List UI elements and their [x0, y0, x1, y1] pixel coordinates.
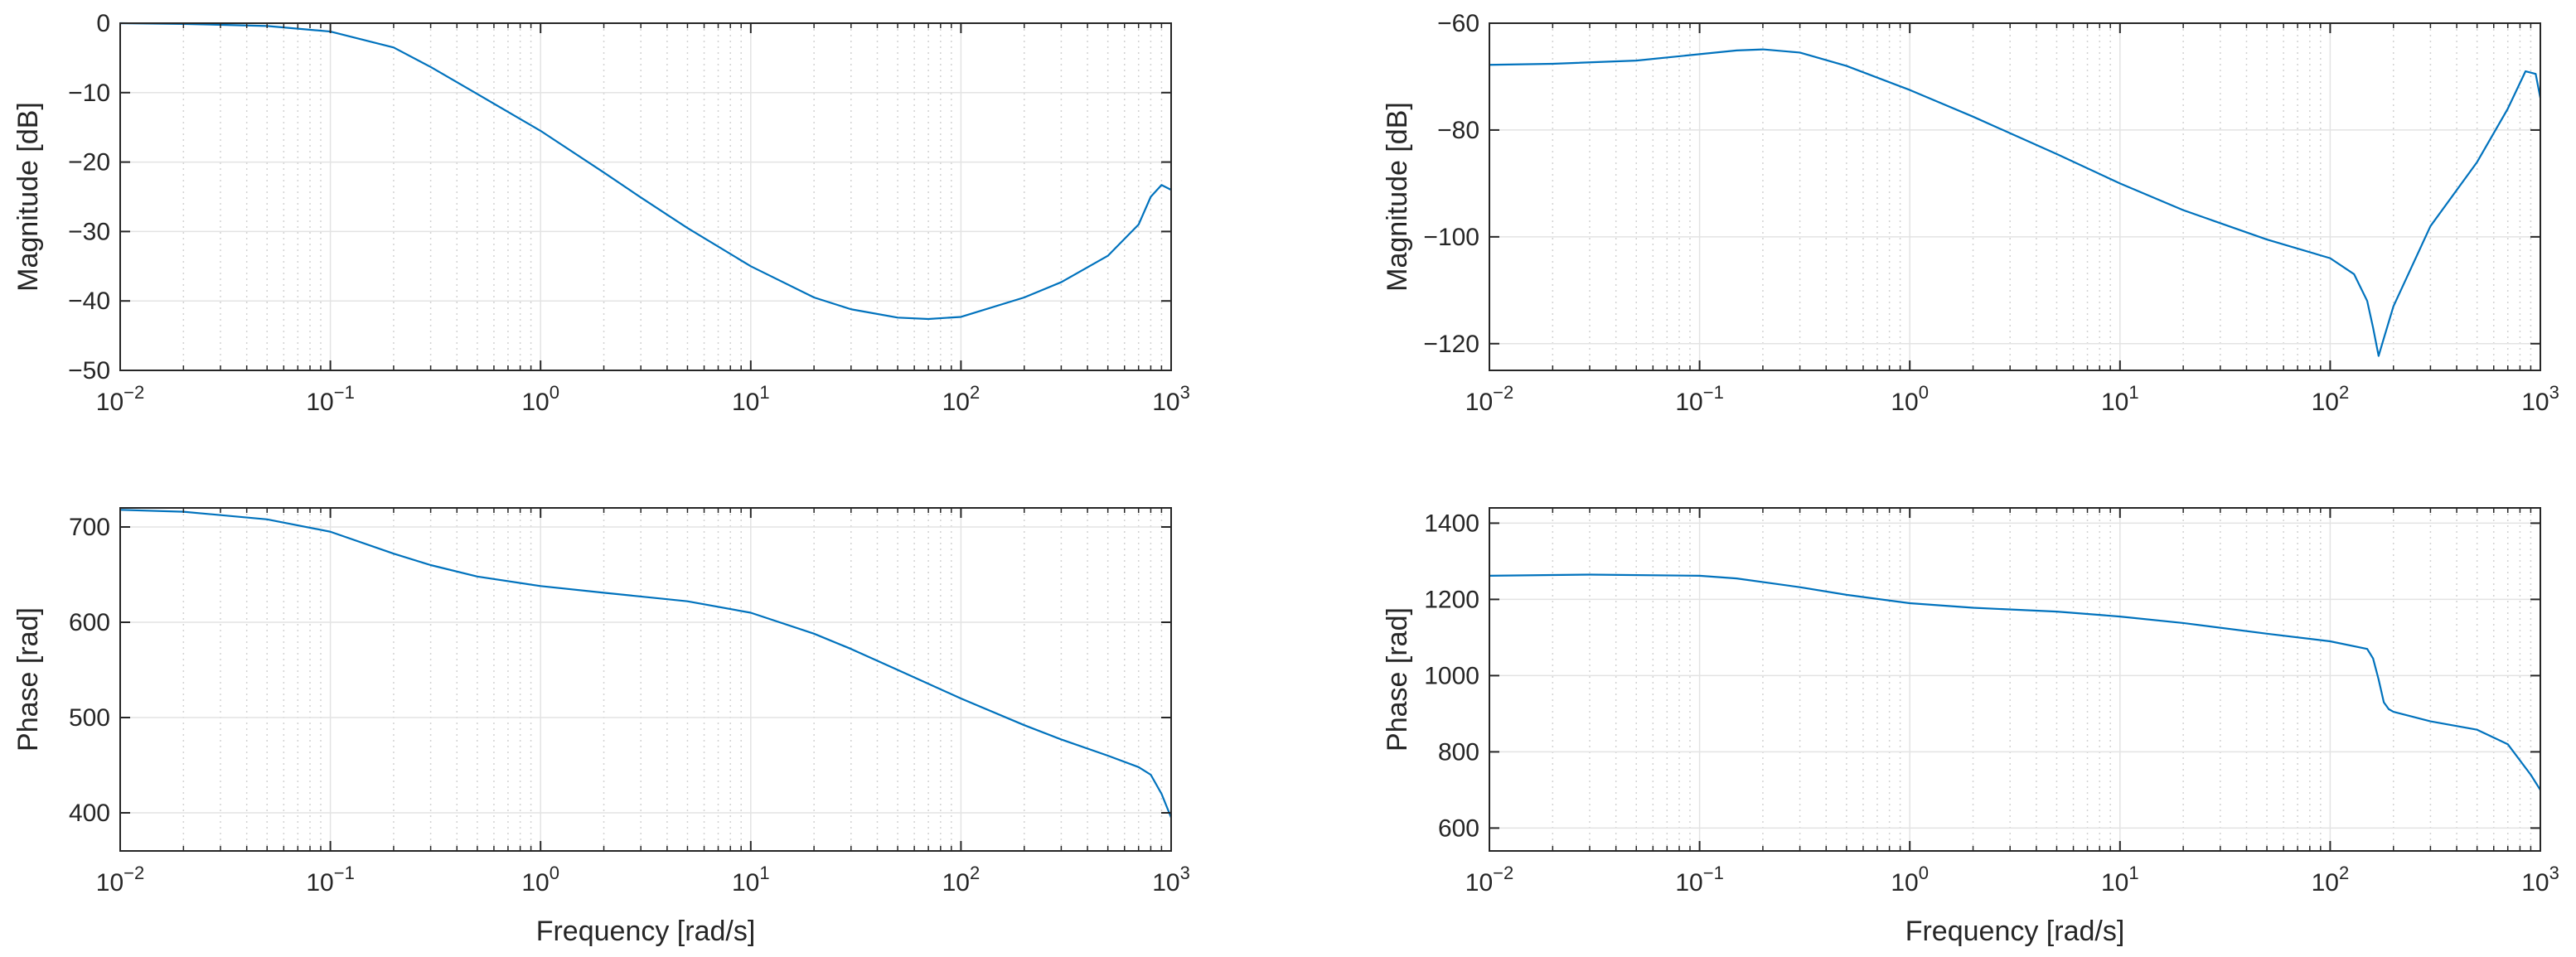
y-axis-label: Magnitude [dB]	[12, 102, 44, 292]
x-tick-label: 103	[1152, 863, 1190, 897]
x-tick-label: 10−2	[1465, 863, 1513, 897]
y-tick-label: −40	[68, 288, 110, 315]
x-tick-label: 10−1	[306, 382, 354, 416]
x-tick-label: 101	[732, 382, 770, 416]
series-line	[119, 509, 1173, 819]
y-axis-label: Phase [rad]	[12, 607, 44, 752]
y-tick-label: −80	[1437, 117, 1479, 144]
y-tick-label: −20	[68, 149, 110, 176]
y-axis-label: Phase [rad]	[1382, 607, 1413, 752]
series-line	[119, 22, 1172, 321]
y-tick-label: −30	[68, 218, 110, 245]
x-tick-label: 102	[2312, 863, 2350, 897]
y-tick-label: 1200	[1424, 586, 1479, 613]
series-line	[1489, 48, 2542, 357]
x-tick-label: 10−1	[306, 863, 354, 897]
right-magnitude-axes: −60 −80 −100 −120 10−2 10−1 100 101 102 103 Magnit…	[1382, 10, 2559, 416]
x-tick-label: 100	[521, 382, 559, 416]
y-tick-label: −10	[68, 80, 110, 107]
y-tick-label: 0	[96, 10, 110, 37]
axes-box	[1489, 507, 2541, 852]
series-line	[1489, 573, 2541, 790]
x-tick-label: 100	[1891, 382, 1929, 416]
right-phase-axes: 1400 1200 1000 800 600 10−2 10−1 100 101 102 103 Ph…	[1382, 507, 2559, 947]
x-tick-label: 101	[732, 863, 770, 897]
x-tick-label: 100	[1891, 863, 1929, 897]
x-tick-label: 10−2	[1465, 382, 1513, 416]
x-tick-label: 10−1	[1675, 382, 1723, 416]
y-tick-label: 600	[69, 609, 110, 636]
x-tick-label: 100	[521, 863, 559, 897]
y-tick-label: 600	[1438, 814, 1479, 842]
y-tick-label: 400	[69, 800, 110, 827]
x-tick-label: 101	[2101, 863, 2139, 897]
x-tick-label: 10−2	[96, 863, 144, 897]
x-axis-label: Frequency [rad/s]	[1905, 916, 2125, 947]
y-tick-label: 1400	[1424, 510, 1479, 537]
axes-box	[119, 22, 1172, 371]
x-tick-label: 102	[942, 382, 981, 416]
x-axis-label: Frequency [rad/s]	[536, 916, 756, 947]
y-tick-label: 500	[69, 704, 110, 732]
axes-box	[1489, 22, 2541, 371]
y-tick-label: 700	[69, 514, 110, 541]
axes-box	[119, 507, 1172, 852]
y-tick-label: −120	[1423, 331, 1479, 358]
y-tick-label: 1000	[1424, 662, 1479, 689]
y-tick-label: −50	[68, 357, 110, 384]
x-tick-label: 103	[1152, 382, 1190, 416]
x-tick-label: 10−1	[1675, 863, 1723, 897]
y-tick-label: −100	[1423, 224, 1479, 251]
x-tick-label: 102	[2312, 382, 2350, 416]
y-axis-label: Magnitude [dB]	[1382, 102, 1413, 292]
x-tick-label: 103	[2521, 382, 2559, 416]
y-tick-label: 800	[1438, 738, 1479, 766]
x-tick-label: 103	[2521, 863, 2559, 897]
left-phase-axes: 700 600 500 400 10−2 10−1 100 101 102 103 Phase [r…	[12, 507, 1190, 947]
x-tick-label: 10−2	[96, 382, 144, 416]
x-tick-label: 102	[942, 863, 981, 897]
y-tick-label: −60	[1437, 10, 1479, 37]
x-tick-label: 101	[2101, 382, 2139, 416]
